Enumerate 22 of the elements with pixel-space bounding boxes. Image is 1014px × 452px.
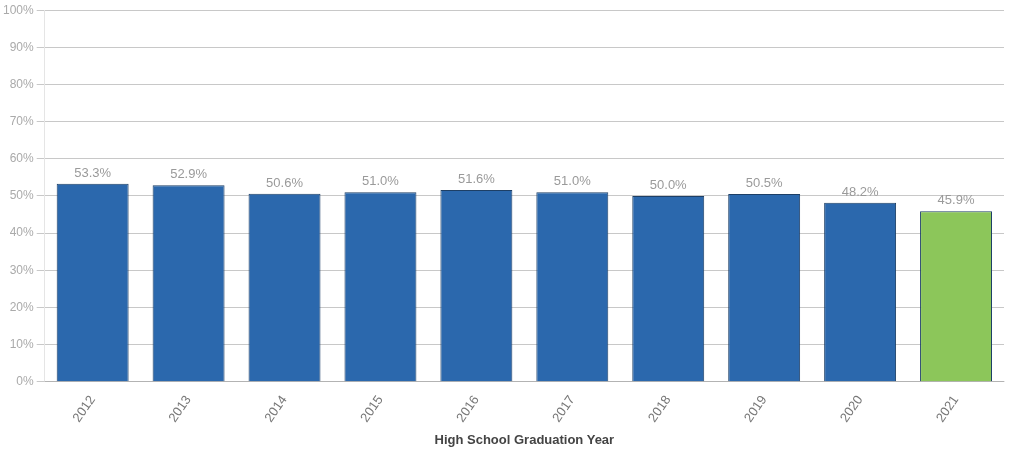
data-label: 50.5% — [745, 175, 784, 191]
y-tick-label: 100% — [2, 2, 35, 17]
y-tick-label: 60% — [9, 151, 35, 166]
y-tick-label: 70% — [9, 113, 35, 128]
y-tick-label: 30% — [9, 262, 35, 277]
data-label: 48.2% — [841, 183, 879, 199]
data-label: 52.9% — [170, 166, 208, 182]
data-label: 51.0% — [553, 173, 592, 189]
y-tick-label: 10% — [9, 336, 35, 351]
data-label: 50.6% — [266, 174, 304, 190]
data-label: 45.9% — [937, 192, 975, 208]
y-tick-label: 50% — [9, 188, 35, 203]
data-label: 51.0% — [362, 173, 400, 189]
y-tick-label: 20% — [9, 299, 35, 314]
data-label: 51.6% — [457, 171, 496, 187]
data-label: 53.3% — [74, 164, 112, 180]
x-axis-title: High School Graduation Year — [434, 431, 615, 447]
y-tick-label: 80% — [9, 76, 35, 91]
y-tick-label: 40% — [9, 225, 35, 240]
data-label: 50.0% — [649, 177, 688, 193]
y-tick-label: 90% — [9, 39, 35, 54]
y-tick-label: 0% — [16, 374, 35, 389]
